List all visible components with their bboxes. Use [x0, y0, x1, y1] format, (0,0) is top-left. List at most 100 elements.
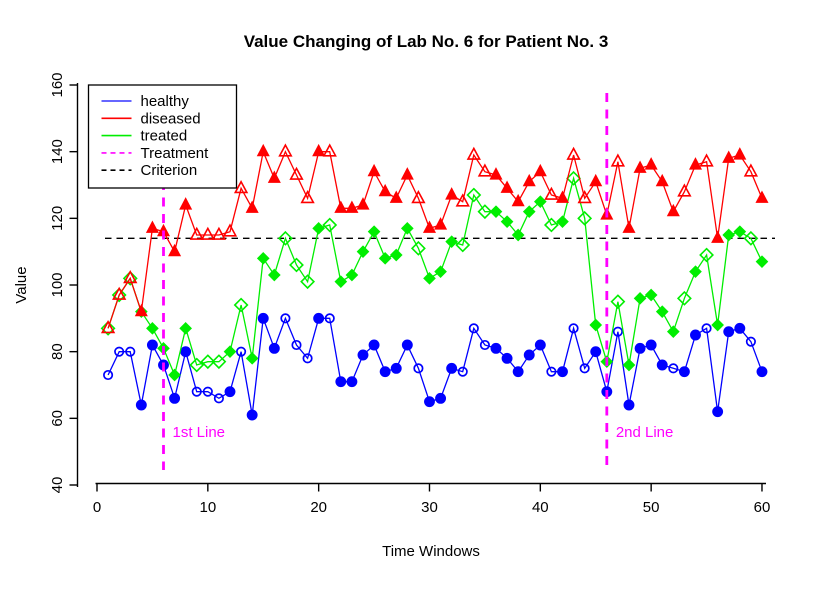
data-point-open [191, 386, 202, 397]
data-point-filled [522, 205, 536, 219]
data-point-filled [666, 325, 680, 338]
data-point-filled [179, 322, 192, 335]
data-point-filled [645, 339, 657, 351]
data-point-filled [523, 349, 535, 361]
treatment-line-2-label: 2nd Line [616, 424, 674, 441]
data-point-filled [623, 399, 635, 411]
x-tick-label: 50 [643, 499, 660, 516]
data-point-open [455, 193, 470, 207]
data-point-filled [367, 163, 381, 177]
y-tick-label: 160 [49, 72, 66, 97]
data-point-filled [511, 228, 525, 242]
data-point-filled [356, 197, 370, 210]
y-tick-label: 60 [49, 410, 66, 427]
data-point-open [577, 190, 592, 204]
data-point-open [743, 230, 759, 246]
data-point-filled [134, 303, 148, 317]
data-point-open [466, 187, 482, 203]
data-point-open [202, 386, 213, 397]
data-point-open [233, 180, 249, 194]
data-point-filled [256, 143, 270, 157]
data-point-filled [445, 235, 458, 249]
data-point-filled [400, 222, 414, 235]
data-point-filled [733, 225, 747, 239]
data-point-filled [345, 200, 359, 213]
x-tick-label: 60 [754, 499, 771, 516]
data-point-filled [644, 157, 658, 170]
data-point-filled [722, 228, 736, 242]
x-tick-label: 40 [532, 499, 549, 516]
data-point-filled [334, 275, 348, 289]
data-point-filled [490, 342, 502, 354]
data-point-filled [146, 322, 159, 335]
page-title: Value Changing of Lab No. 6 for Patient … [244, 32, 609, 51]
data-point-open [411, 190, 426, 204]
data-point-open [114, 346, 125, 357]
data-point-filled [312, 143, 326, 157]
data-point-filled [389, 248, 403, 262]
y-tick-label: 40 [49, 477, 66, 494]
data-point-filled [424, 396, 435, 408]
data-point-open [233, 297, 249, 313]
data-point-filled [224, 386, 236, 398]
data-point-filled [755, 190, 769, 203]
data-point-filled [257, 312, 269, 324]
data-point-filled [489, 167, 503, 180]
data-point-filled [368, 339, 380, 351]
data-point-filled [378, 252, 392, 265]
data-point-filled [688, 157, 703, 170]
data-point-filled [711, 230, 725, 243]
data-point-open [123, 270, 138, 284]
data-point-filled [335, 376, 347, 388]
data-point-filled [379, 366, 391, 378]
x-tick-label: 30 [421, 499, 438, 516]
data-point-open [211, 226, 227, 240]
data-point-open [410, 240, 426, 256]
data-point-open [610, 153, 626, 167]
data-point-open [699, 153, 714, 167]
data-point-open [291, 339, 302, 351]
data-point-filled [755, 255, 769, 269]
data-point-filled [644, 288, 658, 302]
y-tick-label: 80 [49, 343, 66, 360]
data-point-open [701, 323, 712, 334]
data-point-filled [168, 368, 181, 382]
data-point-filled [557, 366, 568, 378]
data-point-filled [512, 366, 524, 378]
data-point-filled [690, 329, 701, 341]
data-point-filled [135, 399, 147, 411]
data-point-filled [712, 406, 724, 418]
data-point-filled [534, 339, 546, 351]
data-point-filled [434, 217, 448, 230]
data-point-filled [334, 200, 348, 213]
data-point-open [222, 223, 238, 237]
data-point-filled [312, 222, 325, 235]
data-point-open [322, 217, 338, 233]
data-point-open [455, 237, 471, 253]
data-point-filled [180, 346, 192, 358]
data-point-filled [622, 358, 636, 372]
data-point-filled [435, 392, 447, 404]
data-point-filled [313, 312, 325, 324]
data-point-open [289, 257, 304, 273]
data-point-filled [500, 215, 514, 229]
data-point-open [466, 146, 481, 160]
legend-label-4: Criterion [141, 162, 198, 179]
data-point-filled [655, 173, 669, 187]
data-point-filled [168, 243, 182, 257]
data-point-filled [723, 326, 735, 338]
data-point-filled [267, 170, 281, 183]
data-point-open [300, 190, 315, 204]
data-point-open [566, 170, 582, 186]
data-point-open [677, 183, 692, 197]
data-point-open [200, 354, 216, 370]
x-axis-title: Time Windows [382, 543, 480, 560]
data-point-open [676, 290, 692, 306]
data-point-open [479, 339, 490, 351]
data-point-filled [589, 173, 603, 187]
data-point-open [413, 363, 424, 374]
data-point-filled [500, 180, 514, 193]
data-point-open [324, 313, 335, 324]
